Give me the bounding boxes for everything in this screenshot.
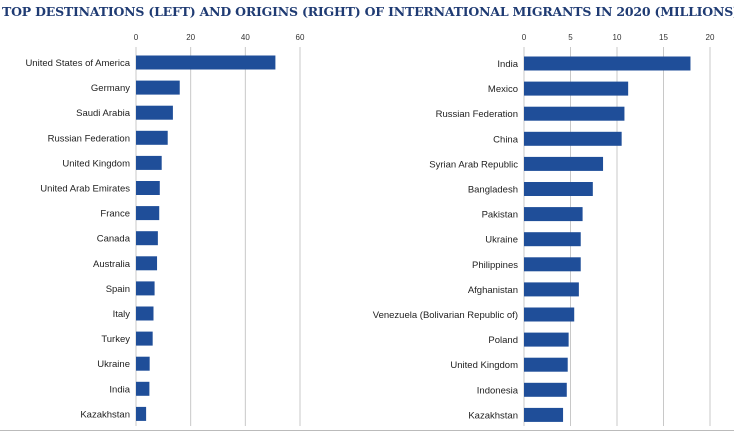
dest-category-label: Kazakhstan — [80, 409, 130, 420]
orig-bar — [524, 332, 569, 347]
orig-category-label: Pakistan — [482, 210, 518, 221]
x-tick-label: 15 — [659, 33, 668, 42]
dest-category-label: Germany — [91, 83, 130, 94]
x-tick-label: 10 — [613, 33, 622, 42]
orig-bar — [524, 106, 625, 121]
dest-bar — [136, 231, 158, 246]
dest-bar — [136, 155, 162, 170]
left-chart-destinations: 0 20 40 60 United States of America Germany Sa… — [25, 33, 305, 426]
dest-bar — [136, 406, 147, 421]
orig-bar — [524, 357, 568, 372]
orig-category-label: United Kingdom — [450, 360, 518, 371]
right-chart-origins: 0 5 10 15 20 India Mexico Russian Federation Chi… — [373, 33, 715, 426]
x-tick-label: 40 — [241, 33, 250, 42]
dest-bar — [136, 80, 180, 95]
orig-bar — [524, 407, 564, 422]
orig-category-label: Indonesia — [477, 385, 519, 396]
dest-bar — [136, 381, 150, 396]
orig-category-label: Philippines — [472, 260, 518, 271]
dest-category-label: India — [109, 384, 130, 395]
orig-bar — [524, 307, 575, 322]
dest-bar — [136, 55, 276, 70]
orig-category-label: Afghanistan — [468, 285, 518, 296]
dest-category-label: France — [100, 209, 130, 220]
x-tick-label: 0 — [522, 33, 527, 42]
orig-bar — [524, 131, 622, 146]
orig-bar — [524, 182, 593, 196]
x-tick-label: 0 — [134, 33, 139, 42]
x-tick-label: 20 — [186, 33, 195, 42]
orig-category-label: Poland — [488, 335, 518, 346]
dest-bar — [136, 206, 160, 221]
dest-category-label: United States of America — [25, 58, 130, 69]
orig-bar — [524, 257, 581, 272]
orig-bar — [524, 232, 581, 247]
orig-category-label: Syrian Arab Republic — [429, 159, 518, 170]
dest-bar — [136, 356, 150, 371]
dest-category-label: Russian Federation — [48, 133, 130, 144]
orig-category-label: China — [493, 134, 519, 145]
dest-bar — [136, 331, 153, 346]
chart-title: TOP DESTINATIONS (LEFT) AND ORIGINS (RIG… — [2, 4, 734, 19]
dest-category-label: Ukraine — [97, 359, 130, 370]
orig-bar — [524, 81, 629, 96]
dest-bar — [136, 181, 160, 195]
dest-category-label: Italy — [113, 309, 131, 320]
dest-category-label: United Kingdom — [62, 158, 130, 169]
orig-category-label: Russian Federation — [436, 109, 518, 120]
dest-bar — [136, 281, 155, 296]
dest-category-label: Turkey — [101, 334, 130, 345]
dest-bar — [136, 130, 168, 145]
x-tick-label: 60 — [296, 33, 305, 42]
orig-category-label: Mexico — [488, 84, 518, 95]
dest-category-label: United Arab Emirates — [40, 184, 130, 195]
dest-category-label: Australia — [93, 259, 131, 270]
bottom-divider — [0, 430, 734, 431]
dest-category-label: Spain — [106, 284, 130, 295]
orig-bar — [524, 282, 579, 297]
orig-category-label: Ukraine — [485, 235, 518, 246]
dest-bar — [136, 105, 173, 120]
orig-category-label: Venezuela (Bolivarian Republic of) — [373, 310, 518, 321]
x-tick-label: 20 — [706, 33, 715, 42]
orig-bar — [524, 56, 691, 71]
dest-category-label: Saudi Arabia — [76, 108, 131, 119]
dest-bar — [136, 306, 154, 321]
orig-category-label: Bangladesh — [468, 185, 518, 196]
orig-bar — [524, 382, 567, 397]
dest-bar — [136, 256, 158, 271]
dest-category-label: Canada — [97, 234, 131, 245]
orig-bar — [524, 207, 583, 222]
orig-category-label: India — [497, 59, 518, 70]
orig-category-label: Kazakhstan — [468, 410, 518, 421]
x-tick-label: 5 — [568, 33, 573, 42]
orig-bar — [524, 156, 604, 171]
